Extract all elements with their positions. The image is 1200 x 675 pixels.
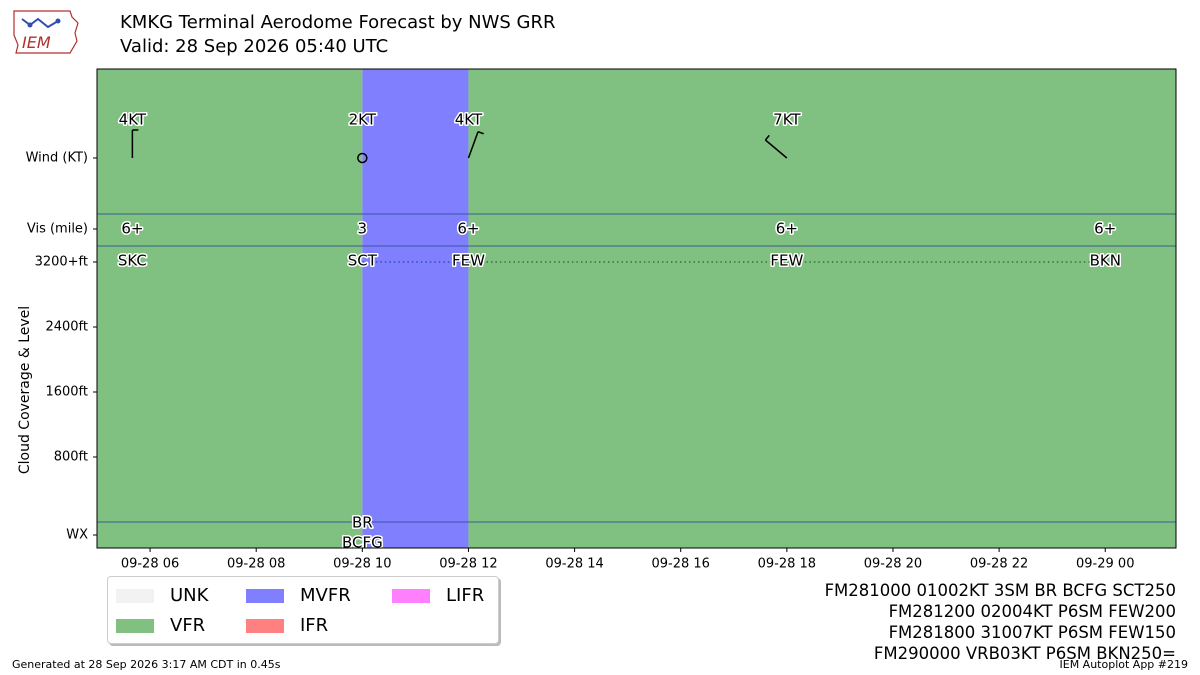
band-vfr-2 [468, 69, 1177, 548]
x-tick-label: 09-29 00 [1076, 557, 1134, 572]
logo-text: IEM [22, 33, 51, 52]
visibility-label: 6+ [1094, 220, 1116, 238]
logo-map-detail [21, 17, 59, 29]
wind-barb-flag [764, 134, 770, 141]
calm-wind-circle [357, 152, 368, 164]
visibility-label: 3 [358, 220, 368, 238]
iem-logo: IEM [13, 10, 79, 54]
legend-swatch [246, 588, 284, 603]
legend-label: MVFR [300, 585, 351, 606]
taf-raw-text: FM281000 01002KT 3SM BR BCFG SCT250 FM281… [825, 580, 1176, 664]
legend-item-unk: UNK [116, 585, 208, 606]
cloud-cover-label: SCT [348, 252, 378, 270]
x-tick-label: 09-28 12 [439, 557, 497, 572]
taf-line: FM281800 31007KT P6SM FEW150 [888, 623, 1176, 642]
legend: UNK MVFR LIFR VFR IFR [107, 576, 499, 644]
band-vfr-0 [97, 69, 363, 548]
x-tick-label: 09-28 06 [121, 557, 179, 572]
x-tick-label: 09-28 20 [864, 557, 922, 572]
app-id: IEM Autoplot App #219 [1059, 658, 1189, 671]
wx-label: BR [352, 514, 373, 532]
x-tick-label: 09-28 16 [651, 557, 709, 572]
band-mvfr-1 [362, 69, 469, 548]
legend-label: VFR [170, 615, 206, 636]
iowa-state-outline [13, 10, 79, 54]
y-tick-label: Wind (KT) [26, 151, 88, 166]
x-tick-label: 09-28 08 [227, 557, 285, 572]
wind-barb [467, 131, 479, 159]
x-tick-label: 09-28 10 [333, 557, 391, 572]
taf-line: FM281000 01002KT 3SM BR BCFG SCT250 [824, 581, 1176, 600]
legend-item-lifr: LIFR [392, 585, 484, 606]
y-tick-label: 1600ft [45, 385, 88, 400]
wind-barb-flag [477, 130, 484, 135]
taf-line: FM281200 02004KT P6SM FEW200 [888, 602, 1176, 621]
generated-timestamp: Generated at 28 Sep 2026 3:17 AM CDT in … [12, 658, 281, 671]
chart-subtitle: Valid: 28 Sep 2026 05:40 UTC [120, 36, 389, 57]
legend-item-vfr: VFR [116, 615, 205, 636]
x-tick-label: 09-28 18 [758, 557, 816, 572]
legend-item-ifr: IFR [246, 615, 328, 636]
visibility-label: 6+ [457, 220, 479, 238]
wind-speed-label: 4KT [455, 111, 483, 129]
chart-title: KMKG Terminal Aerodome Forecast by NWS G… [120, 12, 556, 33]
legend-swatch [392, 588, 430, 603]
y-tick-label: Vis (mile) [27, 222, 88, 237]
legend-label: IFR [300, 615, 329, 636]
y-tick-label: 800ft [54, 450, 88, 465]
cloud-cover-label: FEW [452, 252, 485, 270]
wind-barb [764, 139, 788, 159]
cloud-cover-label: FEW [770, 252, 803, 270]
x-tick-label: 09-28 14 [545, 557, 603, 572]
y-tick-label: 2400ft [45, 320, 88, 335]
cloud-cover-label: BKN [1090, 252, 1121, 270]
y-axis-label: Cloud Coverage & Level [17, 306, 33, 474]
legend-item-mvfr: MVFR [246, 585, 351, 606]
legend-swatch [116, 618, 154, 633]
plot-frame [96, 68, 1177, 549]
y-tick-label: WX [66, 528, 88, 543]
wind-speed-label: 2KT [349, 111, 377, 129]
x-tick-label: 09-28 22 [970, 557, 1028, 572]
taf-line: FM290000 VRB03KT P6SM BKN250= [873, 644, 1176, 663]
visibility-label: 6+ [776, 220, 798, 238]
legend-label: LIFR [446, 585, 485, 606]
cloud-cover-label: SKC [118, 252, 147, 270]
wind-speed-label: 4KT [119, 111, 147, 129]
wind-speed-label: 7KT [773, 111, 801, 129]
legend-label: UNK [170, 585, 209, 606]
y-tick-label: 3200+ft [35, 255, 88, 270]
visibility-label: 6+ [121, 220, 143, 238]
legend-swatch [116, 588, 154, 603]
legend-swatch [246, 618, 284, 633]
